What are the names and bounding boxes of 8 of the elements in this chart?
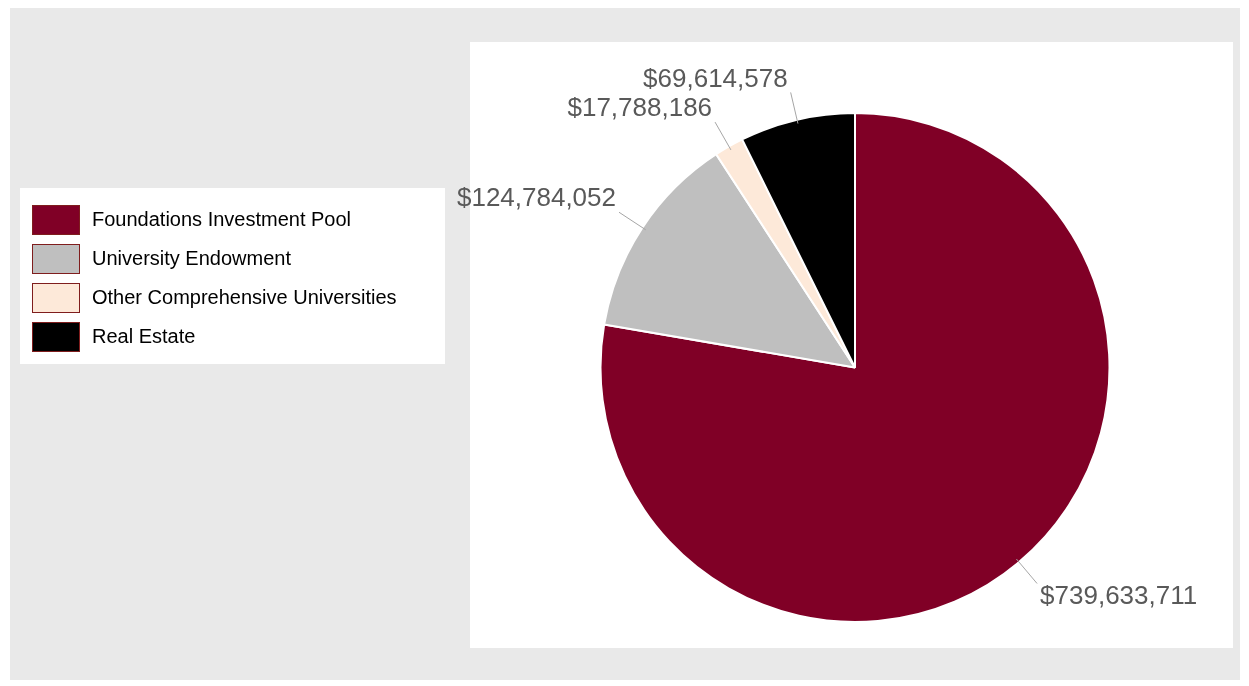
legend-label: Foundations Investment Pool — [92, 208, 352, 231]
data-label: $124,784,052 — [456, 182, 616, 213]
data-label: $17,788,186 — [567, 92, 713, 123]
data-label: $69,614,578 — [643, 62, 788, 93]
legend-label: Other Comprehensive Universities — [92, 286, 397, 309]
data-label: $739,633,711 — [1040, 579, 1198, 610]
legend-label: Real Estate — [92, 325, 196, 348]
legend-label: University Endowment — [92, 247, 291, 270]
